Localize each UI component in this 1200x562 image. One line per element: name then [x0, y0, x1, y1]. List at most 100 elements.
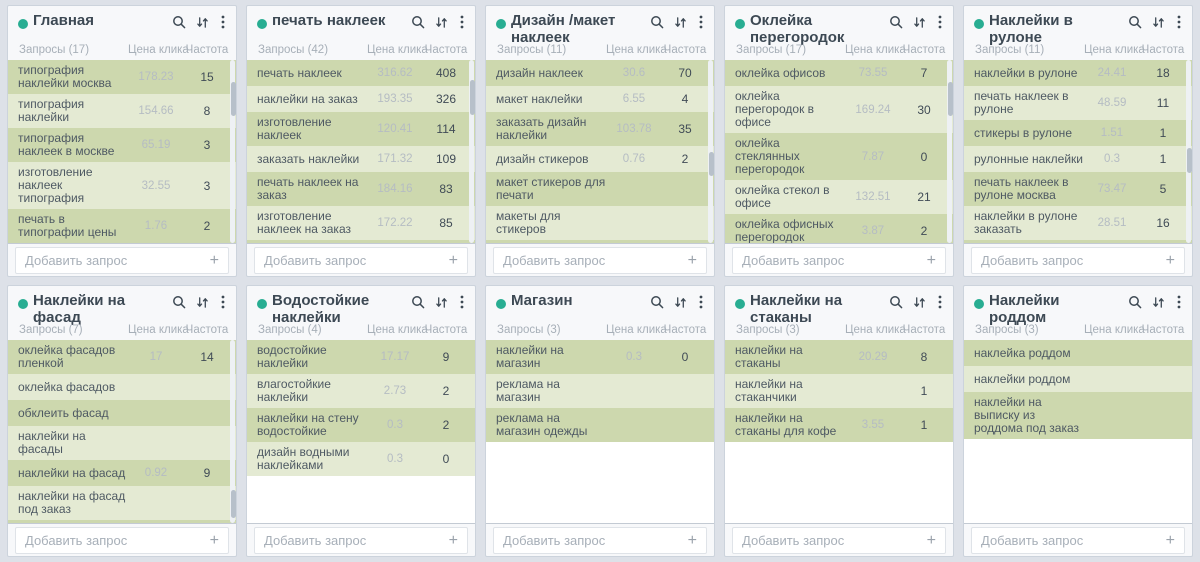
scrollbar-thumb[interactable] [470, 80, 475, 115]
plus-icon[interactable]: + [926, 251, 936, 269]
kebab-menu-icon[interactable] [1175, 295, 1183, 309]
scrollbar-track[interactable] [708, 60, 713, 243]
search-icon[interactable] [1128, 295, 1142, 309]
add-query-input[interactable]: Добавить запрос + [732, 247, 946, 274]
plus-icon[interactable]: + [1165, 251, 1175, 269]
query-row[interactable]: наклейки на стену водостойкие 0.3 2 [247, 408, 475, 442]
plus-icon[interactable]: + [1165, 531, 1175, 549]
sort-icon[interactable] [435, 16, 448, 29]
query-row[interactable]: наклейки на стаканы для кофе 3.55 1 [725, 408, 953, 442]
search-icon[interactable] [172, 295, 186, 309]
add-query-input[interactable]: Добавить запрос + [732, 527, 946, 554]
search-icon[interactable] [650, 15, 664, 29]
kebab-menu-icon[interactable] [936, 15, 944, 29]
plus-icon[interactable]: + [448, 251, 458, 269]
kebab-menu-icon[interactable] [458, 295, 466, 309]
search-icon[interactable] [411, 15, 425, 29]
query-row[interactable]: оклейка перегородок в офисе 169.24 30 [725, 86, 953, 133]
query-row[interactable]: заказать наклейки 171.32 109 [247, 146, 475, 172]
add-query-input[interactable]: Добавить запрос + [493, 527, 707, 554]
scrollbar-track[interactable] [230, 340, 235, 523]
query-row[interactable]: наклейка роддом [964, 340, 1192, 366]
sort-icon[interactable] [674, 296, 687, 309]
scrollbar-thumb[interactable] [231, 490, 236, 518]
scrollbar-thumb[interactable] [948, 82, 953, 116]
query-row[interactable]: оклейка фасадов [8, 374, 236, 400]
query-row[interactable]: дизайн водными наклейками 0.3 0 [247, 442, 475, 476]
query-row[interactable]: наклейки на магазин 0.3 0 [486, 340, 714, 374]
query-row[interactable]: печать в типографии цены 1.76 2 [8, 209, 236, 243]
sort-icon[interactable] [913, 16, 926, 29]
plus-icon[interactable]: + [209, 531, 219, 549]
query-row[interactable]: стикеры в рулоне 1.51 1 [964, 120, 1192, 146]
query-row[interactable]: наклейки в рулоне 24.41 18 [964, 60, 1192, 86]
query-row[interactable]: реклама на магазин одежды [486, 408, 714, 442]
scrollbar-track[interactable] [469, 60, 474, 243]
query-row[interactable]: оклейка стекол в офисе 132.51 21 [725, 180, 953, 214]
query-row[interactable]: оклейка фасадов пленкой 17 14 [8, 340, 236, 374]
sort-icon[interactable] [196, 16, 209, 29]
scrollbar-thumb[interactable] [231, 82, 236, 116]
query-row[interactable]: типография наклейки москва 178.23 15 [8, 60, 236, 94]
query-row[interactable]: печать наклеек в рулоне москва 73.47 5 [964, 172, 1192, 206]
query-row[interactable] [964, 240, 1192, 243]
kebab-menu-icon[interactable] [219, 295, 227, 309]
kebab-menu-icon[interactable] [219, 15, 227, 29]
search-icon[interactable] [889, 295, 903, 309]
query-row[interactable]: наклейки на фасад под заказ [8, 486, 236, 520]
sort-icon[interactable] [196, 296, 209, 309]
search-icon[interactable] [1128, 15, 1142, 29]
query-row[interactable]: типография наклеек в москве 65.19 3 [8, 128, 236, 162]
query-row[interactable]: наклейки на фасад 0.92 9 [8, 460, 236, 486]
kebab-menu-icon[interactable] [1175, 15, 1183, 29]
query-row[interactable]: обклеить фасад [8, 400, 236, 426]
plus-icon[interactable]: + [209, 251, 219, 269]
scrollbar-thumb[interactable] [1187, 148, 1192, 173]
query-row[interactable] [247, 240, 475, 243]
query-row[interactable]: водостойкие наклейки 17.17 9 [247, 340, 475, 374]
query-row[interactable]: наклейки на заказ 193.35 326 [247, 86, 475, 112]
query-row[interactable]: печать наклеек в рулоне 48.59 11 [964, 86, 1192, 120]
sort-icon[interactable] [674, 16, 687, 29]
scrollbar-track[interactable] [947, 60, 952, 243]
plus-icon[interactable]: + [687, 251, 697, 269]
sort-icon[interactable] [435, 296, 448, 309]
query-row[interactable]: реклама на магазин [486, 374, 714, 408]
query-row[interactable] [8, 520, 236, 523]
sort-icon[interactable] [913, 296, 926, 309]
query-row[interactable]: наклейки на стаканы 20.29 8 [725, 340, 953, 374]
query-row[interactable]: наклейки роддом [964, 366, 1192, 392]
query-row[interactable]: заказать дизайн наклейки 103.78 35 [486, 112, 714, 146]
add-query-input[interactable]: Добавить запрос + [15, 247, 229, 274]
query-row[interactable]: оклейка стеклянных перегородок 7.87 0 [725, 133, 953, 180]
search-icon[interactable] [889, 15, 903, 29]
sort-icon[interactable] [1152, 16, 1165, 29]
plus-icon[interactable]: + [448, 531, 458, 549]
plus-icon[interactable]: + [687, 531, 697, 549]
query-row[interactable]: наклейки на выписку из роддома под заказ [964, 392, 1192, 439]
search-icon[interactable] [411, 295, 425, 309]
add-query-input[interactable]: Добавить запрос + [971, 527, 1185, 554]
query-row[interactable]: изготовление наклеек 120.41 114 [247, 112, 475, 146]
query-row[interactable]: дизайн наклеек 30.6 70 [486, 60, 714, 86]
add-query-input[interactable]: Добавить запрос + [254, 527, 468, 554]
scrollbar-track[interactable] [230, 60, 235, 243]
plus-icon[interactable]: + [926, 531, 936, 549]
add-query-input[interactable]: Добавить запрос + [254, 247, 468, 274]
kebab-menu-icon[interactable] [936, 295, 944, 309]
query-row[interactable]: оклейка офисных перегородок 3.87 2 [725, 214, 953, 243]
kebab-menu-icon[interactable] [458, 15, 466, 29]
scrollbar-thumb[interactable] [709, 152, 714, 176]
search-icon[interactable] [172, 15, 186, 29]
query-row[interactable]: макеты для стикеров [486, 206, 714, 240]
query-row[interactable]: рулонные наклейки 0.3 1 [964, 146, 1192, 172]
query-row[interactable]: влагостойкие наклейки 2.73 2 [247, 374, 475, 408]
query-row[interactable]: макет наклейки 6.55 4 [486, 86, 714, 112]
query-row[interactable]: наклейки в рулоне заказать 28.51 16 [964, 206, 1192, 240]
add-query-input[interactable]: Добавить запрос + [493, 247, 707, 274]
query-row[interactable]: оклейка офисов 73.55 7 [725, 60, 953, 86]
query-row[interactable]: типография наклейки 154.66 8 [8, 94, 236, 128]
add-query-input[interactable]: Добавить запрос + [15, 527, 229, 554]
query-row[interactable]: дизайн стикеров 0.76 2 [486, 146, 714, 172]
query-row[interactable] [486, 240, 714, 243]
